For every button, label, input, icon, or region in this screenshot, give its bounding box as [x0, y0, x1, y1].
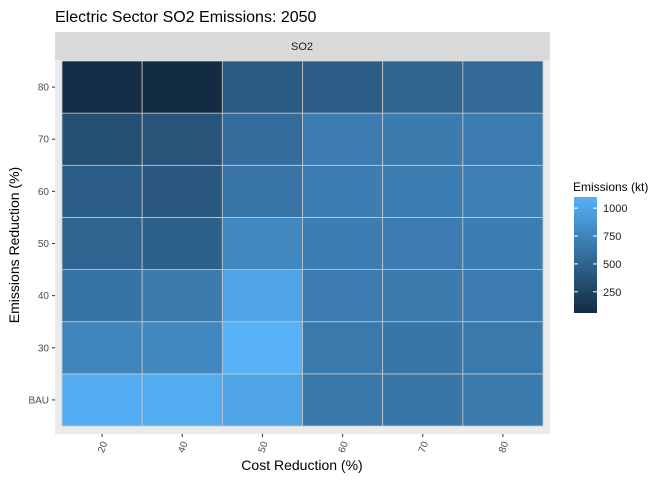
heatmap-cell: [61, 269, 143, 323]
heatmap-cell: [61, 112, 143, 166]
x-tick-label: 20: [96, 440, 110, 455]
y-tick-label: BAU: [28, 395, 49, 406]
heatmap-cell: [302, 373, 384, 427]
legend-tick-label: 250: [603, 287, 621, 299]
y-tick-label: 70: [38, 135, 50, 146]
heatmap-cell: [141, 217, 223, 270]
heatmap-cell: [221, 164, 303, 218]
heatmap-cell: [382, 217, 464, 270]
heatmap-cell: [61, 373, 143, 427]
heatmap-cell: [302, 164, 384, 218]
x-axis-ticks: 20 40 50 60 70 80: [96, 434, 511, 454]
heatmap-cell: [462, 164, 544, 218]
heatmap-cell: [221, 217, 303, 270]
heatmap-cell: [141, 164, 223, 218]
chart-title: Electric Sector SO2 Emissions: 2050: [55, 9, 317, 26]
x-tick-label: 80: [497, 440, 511, 455]
legend-colorbar: [574, 197, 597, 313]
legend-ticks: 250 500 750 1000: [574, 203, 627, 299]
heatmap-cell: [382, 112, 464, 166]
heatmap-cell: [462, 321, 544, 375]
facet-strip: [55, 32, 550, 60]
y-tick-label: 40: [38, 291, 50, 302]
heatmap-cell: [382, 60, 464, 114]
heatmap-cell: [462, 217, 544, 270]
heatmap-cell: [382, 269, 464, 323]
heatmap-cell: [141, 112, 223, 166]
heatmap-cell: [221, 60, 303, 114]
heatmap-cell: [221, 321, 303, 375]
heatmap-cell: [141, 269, 223, 323]
heatmap-cell: [221, 373, 303, 427]
heatmap-cell: [141, 321, 223, 375]
y-axis-ticks: BAU 30 40 50 60 70 80: [28, 83, 55, 406]
heatmap-cell: [61, 60, 143, 114]
y-tick-label: 80: [38, 83, 50, 94]
heatmap-cell: [462, 269, 544, 323]
legend-tick-label: 1000: [603, 203, 627, 215]
x-tick-label: 60: [337, 440, 351, 455]
heatmap-cell: [61, 164, 143, 218]
y-axis-title: Emissions Reduction (%): [6, 167, 22, 323]
legend: Emissions (kt) 250 500 750 1000: [573, 180, 648, 313]
heatmap-cell: [61, 217, 143, 270]
x-tick-label: 40: [176, 440, 190, 455]
y-tick-label: 50: [38, 239, 50, 250]
y-tick-label: 60: [38, 187, 50, 198]
heatmap-cell: [462, 60, 544, 114]
heatmap-cell: [302, 112, 384, 166]
x-tick-label: 70: [417, 440, 431, 455]
heatmap-cell: [141, 373, 223, 427]
heatmap-cells: [61, 60, 544, 427]
heatmap-cell: [221, 112, 303, 166]
heatmap-cell: [302, 321, 384, 375]
heatmap-cell: [141, 60, 223, 114]
legend-title: Emissions (kt): [573, 180, 648, 194]
heatmap-cell: [462, 373, 544, 427]
heatmap-cell: [302, 269, 384, 323]
heatmap-cell: [302, 217, 384, 270]
x-tick-label: 50: [257, 440, 271, 455]
heatmap-cell: [382, 321, 464, 375]
y-tick-label: 30: [38, 343, 50, 354]
legend-tick-label: 750: [603, 231, 621, 243]
heatmap-cell: [61, 321, 143, 375]
heatmap-cell: [382, 373, 464, 427]
heatmap-cell: [382, 164, 464, 218]
heatmap-cell: [462, 112, 544, 166]
x-axis-title: Cost Reduction (%): [241, 457, 362, 473]
heatmap-cell: [302, 60, 384, 114]
facet-strip-label: SO2: [291, 41, 313, 53]
legend-tick-label: 500: [603, 259, 621, 271]
heatmap-cell: [221, 269, 303, 323]
